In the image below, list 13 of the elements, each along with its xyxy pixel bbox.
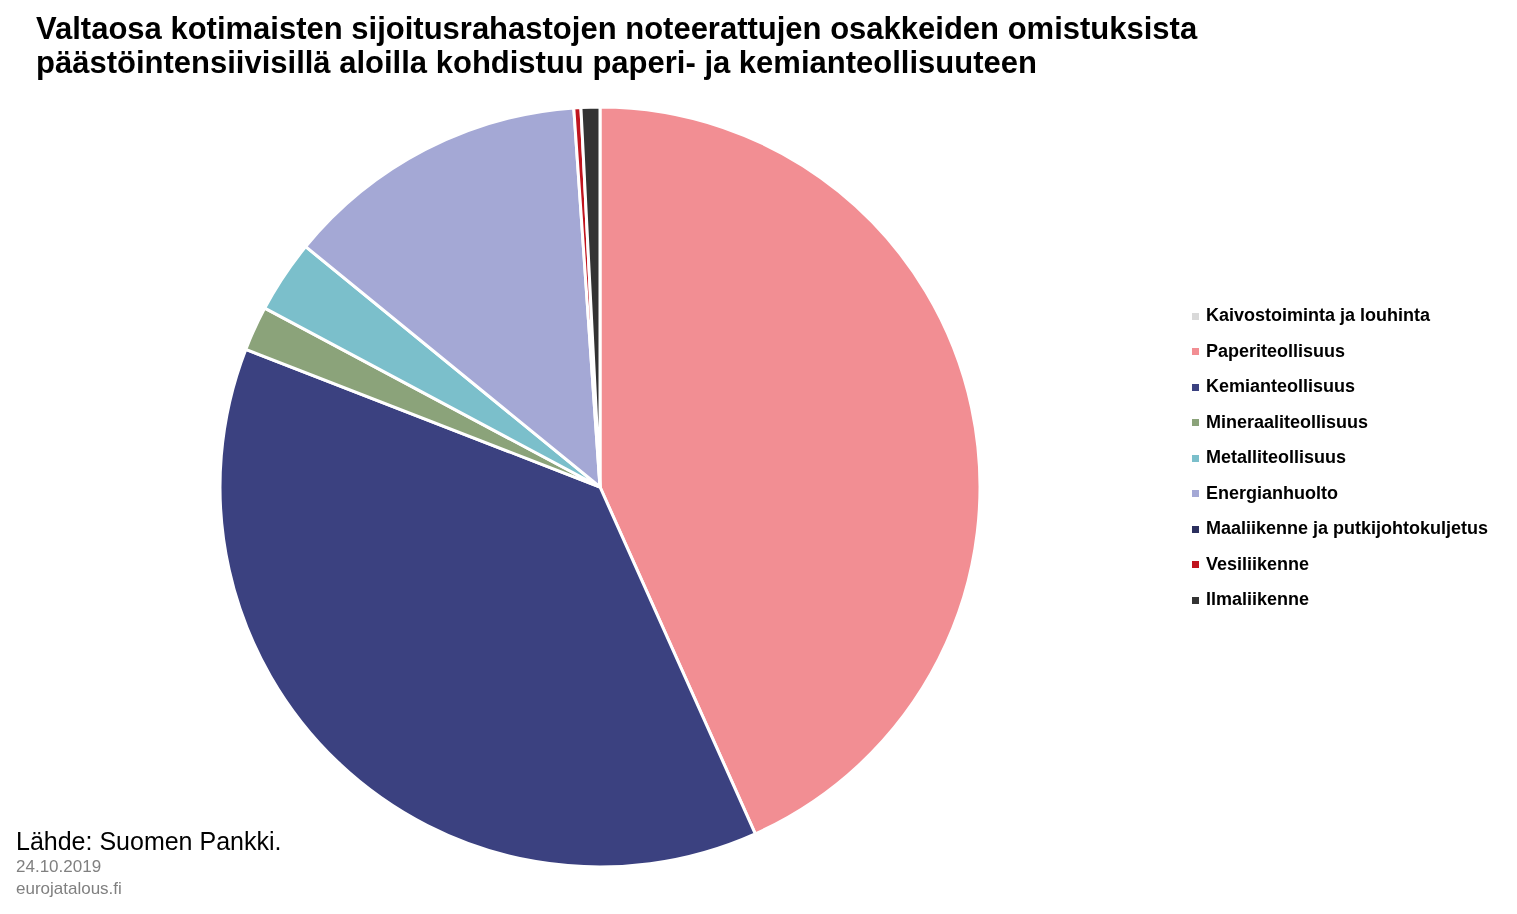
legend-label: Maaliikenne ja putkijohtokuljetus — [1205, 517, 1488, 541]
legend-label: Mineraaliteollisuus — [1205, 410, 1368, 434]
legend-label: Metalliteollisuus — [1205, 446, 1346, 470]
legend-label: Paperiteollisuus — [1205, 339, 1345, 363]
legend-label: Kaivostoiminta ja louhinta — [1205, 304, 1430, 328]
text: 24.10.2019 — [16, 856, 103, 878]
legend-label: Kemianteollisuus — [1205, 375, 1355, 399]
text: Lähde: Suomen Pankki. — [16, 826, 282, 856]
legend-label: Ilmaliikenne — [1205, 588, 1309, 612]
text: eurojatalous.fi — [16, 878, 123, 900]
legend-label: Energianhuolto — [1205, 481, 1338, 505]
legend-label: Vesiliikenne — [1205, 552, 1309, 576]
chart-title: Valtaosa kotimaisten sijoitusrahastojen noteerattujen osakkeiden omistuksista päästöintensiivisillä aloilla kohdistuu paperi- ja kemianteollisuuteen — [36, 11, 1199, 80]
